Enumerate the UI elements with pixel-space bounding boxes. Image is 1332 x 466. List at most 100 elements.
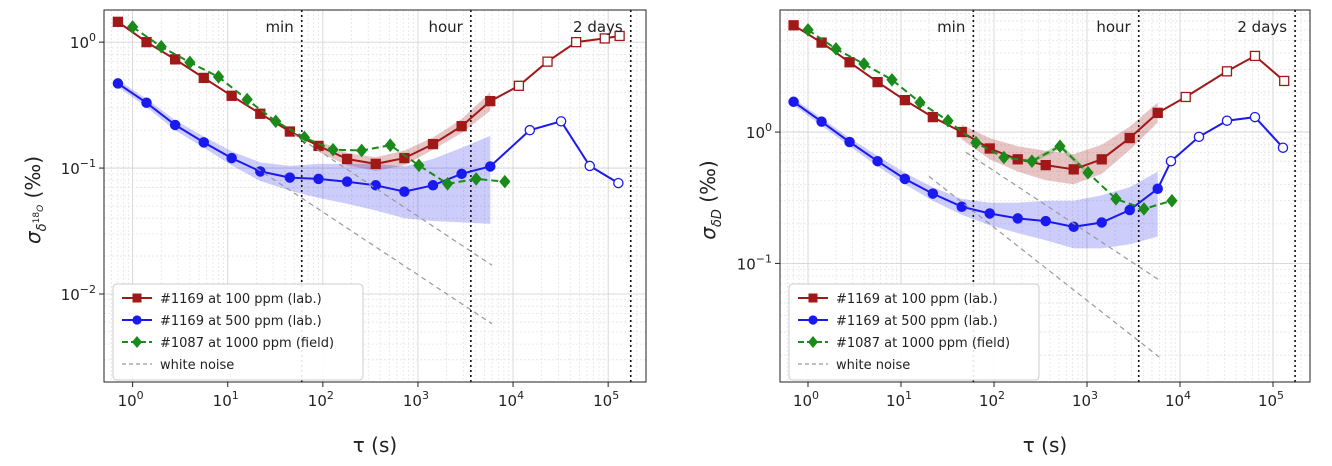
data-point [1165, 155, 1177, 167]
series-1 [112, 78, 624, 197]
x-tick-label: 103 [403, 389, 429, 410]
x-tick-label: 103 [1072, 389, 1098, 410]
legend-label: #1087 at 1000 ppm (field) [836, 336, 1010, 351]
data-point [802, 23, 814, 37]
data-point [927, 188, 939, 199]
data-point [1040, 159, 1051, 171]
data-point [1221, 115, 1233, 126]
chart-panel-left: min hour 2 days 100 101 102 103 104 105 100 10−1 10… [21, 9, 647, 457]
data-point [513, 80, 525, 91]
data-point [1054, 139, 1066, 154]
data-point [470, 172, 482, 186]
uncertainty-band-2 [1004, 143, 1088, 176]
legend-marker [808, 293, 818, 303]
data-point [942, 113, 954, 128]
vline-label: min [937, 18, 965, 36]
data-point [524, 124, 536, 136]
data-point [1221, 66, 1233, 77]
series-2 [802, 23, 1178, 216]
data-point [1277, 142, 1289, 153]
data-point [384, 138, 396, 152]
legend-box [788, 283, 1040, 381]
legend-label: #1087 at 1000 ppm (field) [160, 336, 334, 351]
vline-label: hour [428, 18, 463, 36]
data-point [1166, 193, 1178, 208]
data-point [1026, 154, 1038, 168]
data-point [1096, 154, 1107, 165]
data-point [998, 150, 1010, 165]
data-point [427, 138, 439, 150]
data-point [441, 177, 454, 191]
data-point [212, 70, 225, 84]
data-point [399, 152, 410, 164]
data-point [112, 78, 124, 89]
data-point [327, 142, 339, 157]
data-point [1068, 164, 1079, 175]
vline-label: min [265, 18, 293, 36]
data-point [169, 119, 181, 131]
uncertainty-band-1 [793, 98, 1158, 249]
data-point [298, 130, 311, 145]
x-axis-label: τ (s) [353, 433, 397, 457]
data-point [1012, 213, 1023, 224]
data-point [872, 76, 883, 88]
x-axis-label: τ (s) [1023, 433, 1067, 457]
x-tick-label: 105 [1258, 389, 1284, 410]
data-point [198, 72, 209, 84]
legend-marker [808, 336, 818, 348]
data-point [141, 36, 152, 48]
data-point [1152, 183, 1163, 195]
legend-label: #1169 at 500 ppm (lab.) [160, 314, 322, 329]
data-point [1124, 204, 1135, 216]
data-point [226, 90, 237, 101]
legend-marker [132, 293, 142, 303]
series-line [965, 151, 1160, 281]
data-point [341, 176, 353, 187]
legend-marker [808, 315, 818, 325]
data-point [284, 172, 296, 183]
series-line [132, 26, 505, 185]
series-line [928, 175, 1160, 358]
data-point [542, 56, 553, 67]
y-tick-label: 100 [746, 121, 772, 142]
data-point [112, 16, 124, 27]
data-point [956, 126, 967, 138]
vline-label: hour [1096, 18, 1131, 36]
data-point [816, 116, 827, 127]
legend-label: #1169 at 100 ppm (lab.) [836, 292, 998, 307]
y-tick-label: 100 [70, 31, 96, 52]
series-line [117, 82, 619, 193]
data-point [872, 155, 883, 167]
data-point [1249, 111, 1261, 123]
legend-marker [132, 336, 142, 348]
x-tick-label: 104 [498, 389, 524, 410]
legend-label: #1169 at 500 ppm (lab.) [836, 314, 998, 329]
data-point [555, 116, 567, 127]
x-tick-label: 101 [213, 389, 239, 410]
data-point [341, 153, 353, 165]
data-point [226, 152, 237, 164]
data-point [427, 180, 439, 191]
data-point [270, 114, 282, 129]
data-point [970, 135, 982, 150]
uncertainty-band-0 [961, 102, 1158, 185]
data-point [456, 168, 467, 180]
series-1 [788, 96, 1289, 233]
legend-box [112, 283, 364, 381]
data-point [1110, 192, 1122, 206]
data-point [927, 111, 938, 123]
data-point [198, 137, 210, 148]
series-line [807, 29, 1173, 210]
data-point [614, 30, 625, 42]
legend-marker [132, 315, 142, 325]
x-tick-label: 101 [886, 389, 912, 410]
data-point [399, 186, 410, 197]
chart-panel-right: min hour 2 days 100 101 102 103 104 105 100 10−1 τ … [696, 9, 1311, 457]
y-tick-label: 10−1 [737, 252, 772, 273]
data-point [613, 177, 624, 189]
x-tick-label: 102 [979, 389, 1005, 410]
x-tick-label: 100 [793, 389, 819, 410]
data-point [886, 73, 898, 87]
data-point [1124, 132, 1135, 144]
